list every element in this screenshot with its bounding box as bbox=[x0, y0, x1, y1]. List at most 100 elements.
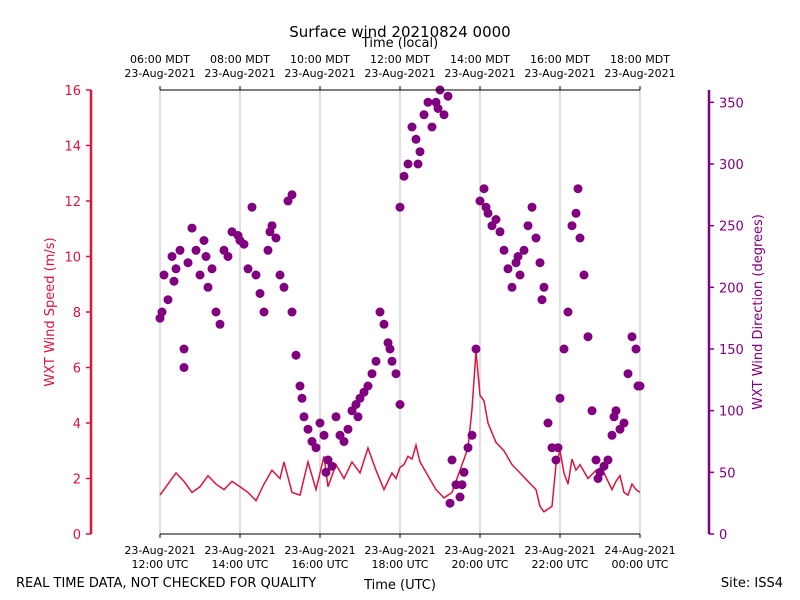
direction-point bbox=[457, 480, 467, 490]
direction-point bbox=[467, 430, 477, 440]
direction-point bbox=[287, 190, 297, 200]
direction-point bbox=[403, 159, 413, 169]
direction-point bbox=[491, 215, 501, 224]
direction-point bbox=[279, 282, 289, 292]
right-tick-label: 0 bbox=[719, 528, 727, 543]
direction-point bbox=[619, 418, 629, 428]
direction-point bbox=[459, 467, 469, 477]
top-tick-date: 23-Aug-2021 bbox=[524, 67, 595, 80]
direction-point bbox=[233, 231, 243, 240]
right-tick-label: 150 bbox=[719, 343, 744, 358]
direction-point bbox=[371, 356, 381, 366]
direction-series bbox=[155, 85, 645, 508]
direction-point bbox=[367, 369, 377, 379]
direction-point bbox=[315, 418, 325, 428]
direction-point bbox=[211, 307, 221, 317]
direction-point bbox=[415, 147, 425, 157]
direction-point bbox=[339, 437, 349, 446]
direction-point bbox=[175, 245, 185, 255]
direction-point bbox=[499, 245, 509, 255]
direction-point bbox=[251, 270, 261, 280]
direction-point bbox=[201, 252, 211, 261]
top-axis-label: Time (local) bbox=[361, 36, 438, 51]
top-tick-label: 18:00 MDT bbox=[610, 53, 670, 66]
direction-point bbox=[255, 289, 265, 298]
direction-point bbox=[433, 104, 443, 113]
bottom-tick-label: 20:00 UTC bbox=[451, 558, 508, 571]
bottom-tick-date: 23-Aug-2021 bbox=[364, 544, 435, 557]
direction-point bbox=[159, 270, 169, 280]
direction-point bbox=[555, 393, 565, 403]
direction-point bbox=[399, 171, 409, 181]
direction-point bbox=[575, 233, 585, 243]
direction-point bbox=[423, 97, 433, 107]
direction-point bbox=[573, 184, 583, 194]
top-tick-date: 23-Aug-2021 bbox=[604, 67, 675, 80]
direction-point bbox=[543, 418, 553, 428]
top-tick-label: 12:00 MDT bbox=[370, 53, 430, 66]
direction-point bbox=[567, 221, 577, 231]
direction-point bbox=[179, 344, 189, 354]
speed-series bbox=[159, 350, 641, 513]
direction-point bbox=[513, 252, 523, 261]
direction-point bbox=[291, 350, 301, 360]
bottom-tick-label: 12:00 UTC bbox=[131, 558, 188, 571]
direction-point bbox=[169, 276, 179, 286]
direction-point bbox=[391, 369, 401, 379]
direction-point bbox=[243, 264, 253, 274]
direction-point bbox=[633, 381, 643, 391]
direction-point bbox=[183, 258, 193, 268]
direction-point bbox=[443, 91, 453, 101]
direction-point bbox=[623, 369, 633, 379]
direction-point bbox=[395, 400, 405, 409]
direction-point bbox=[537, 295, 547, 305]
direction-point bbox=[455, 492, 465, 502]
direction-point bbox=[531, 233, 541, 243]
top-tick-label: 14:00 MDT bbox=[450, 53, 510, 66]
direction-point bbox=[583, 332, 593, 342]
direction-point bbox=[539, 282, 549, 292]
direction-point bbox=[527, 202, 537, 212]
top-tick-date: 23-Aug-2021 bbox=[364, 67, 435, 80]
left-tick-label: 8 bbox=[73, 306, 81, 321]
direction-point bbox=[275, 270, 285, 280]
direction-point bbox=[247, 202, 257, 212]
direction-point bbox=[327, 461, 337, 471]
left-tick-label: 6 bbox=[73, 362, 81, 377]
direction-point bbox=[481, 202, 491, 212]
bottom-tick-label: 00:00 UTC bbox=[611, 558, 668, 571]
direction-point bbox=[523, 221, 533, 231]
x-axis-label: Time (UTC) bbox=[363, 578, 436, 593]
left-tick-label: 16 bbox=[64, 84, 81, 99]
top-tick-date: 23-Aug-2021 bbox=[204, 67, 275, 80]
direction-point bbox=[385, 344, 395, 354]
direction-point bbox=[311, 443, 321, 453]
direction-point bbox=[375, 307, 385, 317]
direction-point bbox=[259, 307, 269, 317]
direction-point bbox=[553, 443, 563, 453]
direction-point bbox=[363, 381, 373, 391]
direction-point bbox=[353, 412, 363, 422]
site-label: Site: ISS4 bbox=[721, 576, 783, 591]
left-axis-ticks: 0 2 4 6 8 10 12 14 16 bbox=[64, 84, 91, 543]
bottom-tick-date: 23-Aug-2021 bbox=[524, 544, 595, 557]
direction-point bbox=[519, 245, 529, 255]
direction-point bbox=[579, 270, 589, 280]
direction-point bbox=[607, 430, 617, 440]
left-tick-label: 2 bbox=[73, 473, 81, 488]
direction-point bbox=[207, 264, 217, 274]
direction-point bbox=[157, 307, 167, 317]
direction-point bbox=[187, 223, 197, 233]
direction-point bbox=[395, 202, 405, 212]
top-tick-label: 10:00 MDT bbox=[290, 53, 350, 66]
direction-point bbox=[503, 264, 513, 274]
top-tick-date: 23-Aug-2021 bbox=[284, 67, 355, 80]
direction-point bbox=[215, 319, 225, 329]
direction-point bbox=[407, 122, 417, 132]
direction-point bbox=[203, 282, 213, 292]
right-axis-label: WXT Wind Direction (degrees) bbox=[751, 214, 766, 410]
right-tick-label: 300 bbox=[719, 158, 744, 173]
direction-point bbox=[199, 236, 209, 245]
direction-point bbox=[475, 196, 485, 206]
